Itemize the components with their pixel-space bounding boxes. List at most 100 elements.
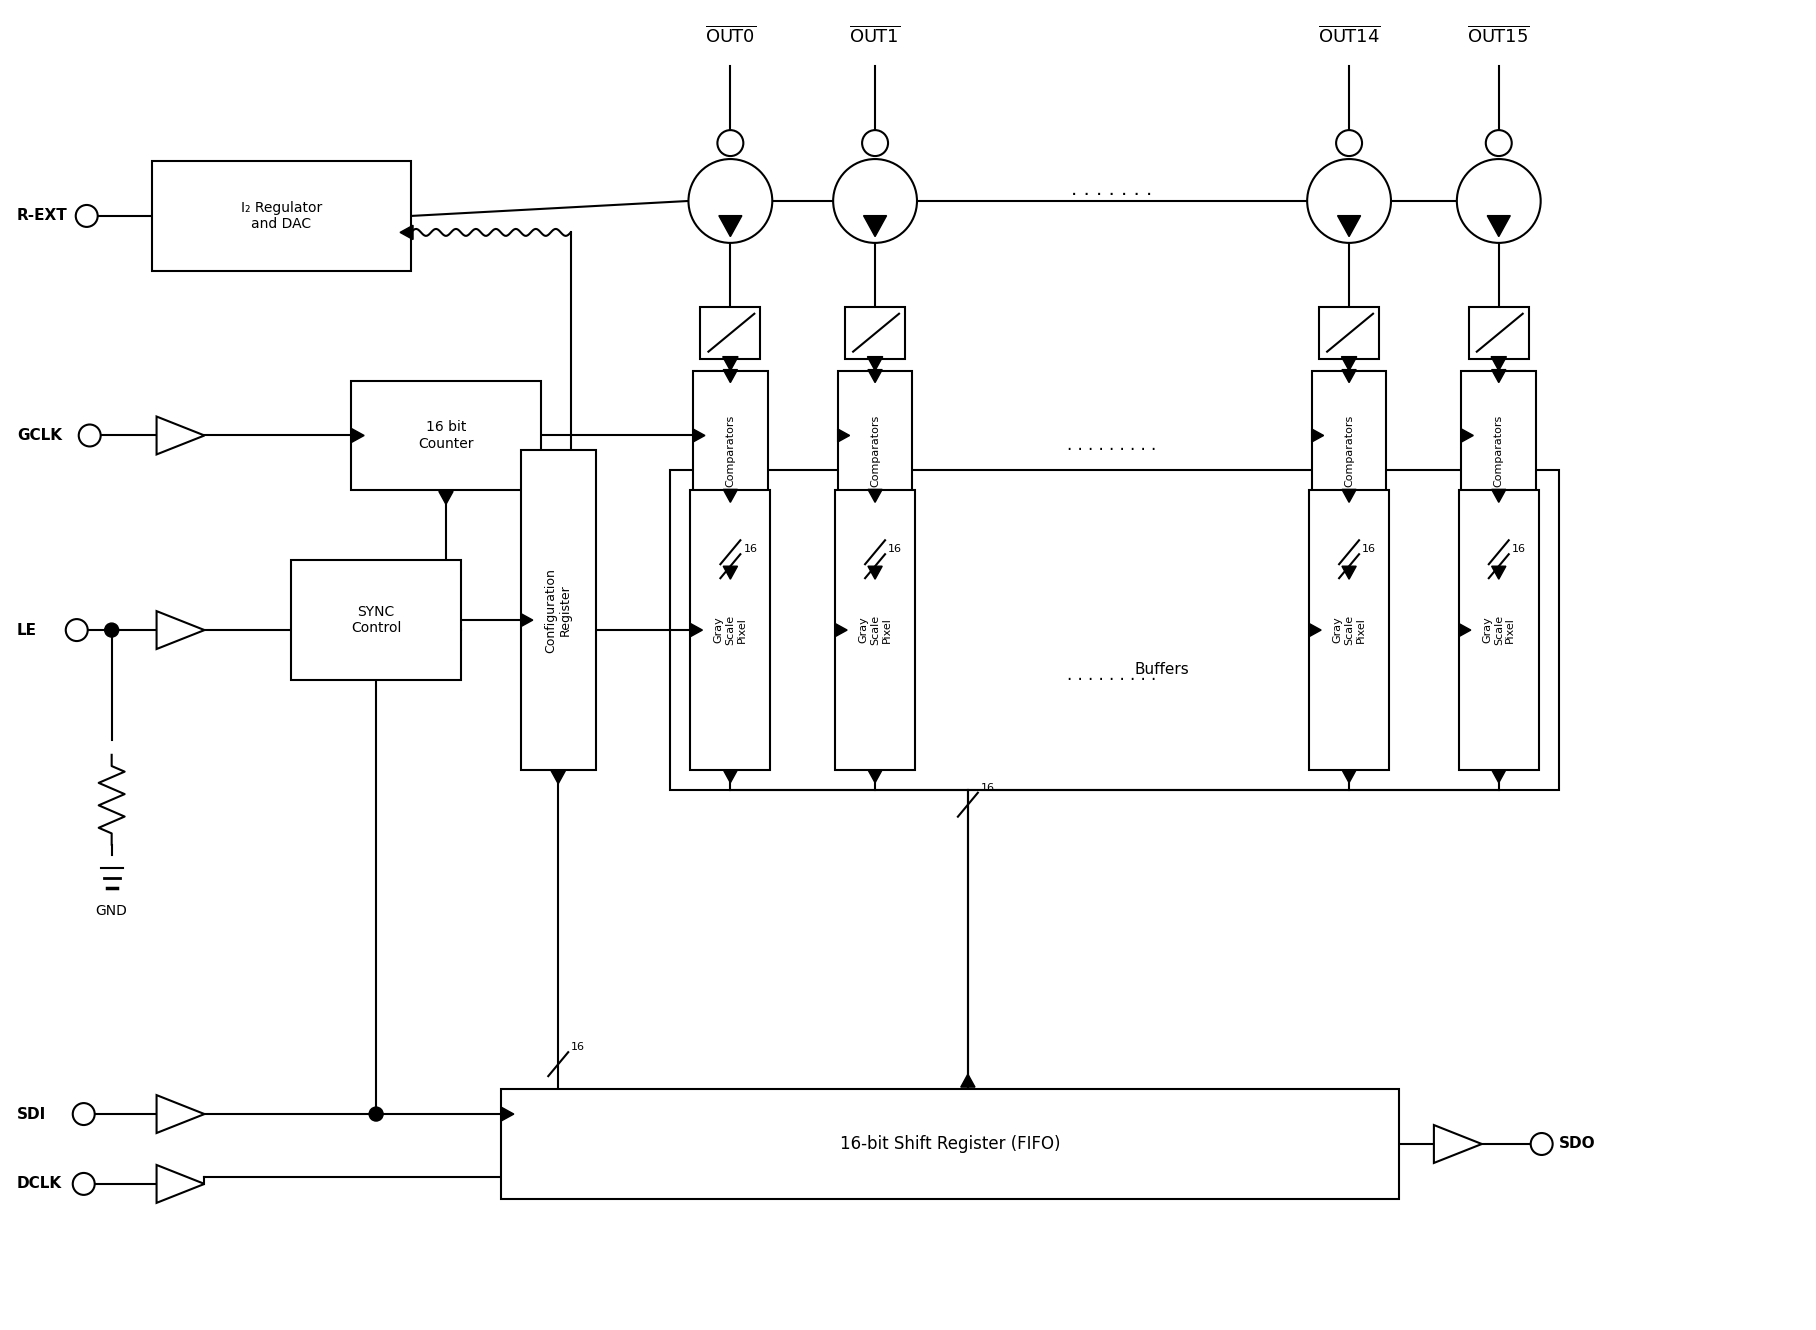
Text: SYNC
Control: SYNC Control bbox=[350, 605, 401, 636]
Polygon shape bbox=[1342, 771, 1357, 783]
Text: 16: 16 bbox=[1362, 544, 1377, 555]
Circle shape bbox=[1337, 130, 1362, 156]
Polygon shape bbox=[835, 624, 846, 637]
Polygon shape bbox=[864, 215, 886, 237]
Text: I₂ Regulator
and DAC: I₂ Regulator and DAC bbox=[242, 201, 321, 231]
Bar bbox=[844, 307, 904, 359]
Text: 16: 16 bbox=[888, 544, 903, 555]
Polygon shape bbox=[961, 1075, 975, 1087]
Circle shape bbox=[369, 1107, 383, 1121]
Polygon shape bbox=[1342, 370, 1357, 383]
Polygon shape bbox=[1311, 428, 1324, 442]
Bar bbox=[1462, 371, 1536, 531]
Polygon shape bbox=[1342, 489, 1357, 503]
Polygon shape bbox=[521, 613, 532, 626]
Polygon shape bbox=[1493, 771, 1505, 783]
Polygon shape bbox=[1338, 215, 1360, 237]
Text: Gray
Scale
Pixel: Gray Scale Pixel bbox=[1482, 614, 1515, 645]
Text: 16: 16 bbox=[1511, 531, 1525, 540]
Text: $\overline{\rm OUT14}$: $\overline{\rm OUT14}$ bbox=[1318, 25, 1380, 47]
Text: DCLK: DCLK bbox=[16, 1177, 62, 1192]
Text: GND: GND bbox=[96, 904, 127, 919]
Text: SDO: SDO bbox=[1558, 1137, 1594, 1152]
Circle shape bbox=[105, 622, 118, 637]
Polygon shape bbox=[350, 428, 365, 443]
Text: R-EXT: R-EXT bbox=[16, 209, 67, 223]
Bar bbox=[690, 491, 770, 770]
Circle shape bbox=[1485, 130, 1511, 156]
Circle shape bbox=[65, 618, 87, 641]
Bar bbox=[837, 371, 912, 531]
Bar bbox=[670, 471, 1558, 790]
Circle shape bbox=[1456, 160, 1540, 243]
Text: SDI: SDI bbox=[16, 1107, 45, 1121]
Polygon shape bbox=[868, 567, 883, 579]
Polygon shape bbox=[1342, 356, 1357, 371]
Text: Comparators: Comparators bbox=[870, 415, 881, 487]
Polygon shape bbox=[837, 428, 850, 442]
Text: Buffers: Buffers bbox=[1135, 662, 1189, 677]
Text: Comparators: Comparators bbox=[1344, 415, 1355, 487]
Polygon shape bbox=[1491, 567, 1505, 579]
Polygon shape bbox=[690, 624, 703, 637]
Text: 16: 16 bbox=[1511, 544, 1525, 555]
Text: Comparators: Comparators bbox=[725, 415, 735, 487]
Text: $\overline{\rm OUT1}$: $\overline{\rm OUT1}$ bbox=[850, 25, 901, 47]
Polygon shape bbox=[1491, 370, 1505, 383]
Polygon shape bbox=[723, 567, 737, 579]
Polygon shape bbox=[1435, 1125, 1482, 1162]
Bar bbox=[501, 1089, 1398, 1198]
Polygon shape bbox=[868, 771, 881, 783]
Text: 16 bit
Counter: 16 bit Counter bbox=[418, 420, 474, 451]
Circle shape bbox=[73, 1173, 94, 1194]
Bar bbox=[521, 451, 596, 770]
Text: $\overline{\rm OUT15}$: $\overline{\rm OUT15}$ bbox=[1467, 25, 1531, 47]
Polygon shape bbox=[868, 489, 883, 503]
Bar bbox=[694, 371, 768, 531]
Bar bbox=[835, 491, 915, 770]
Text: GCLK: GCLK bbox=[16, 428, 62, 443]
Polygon shape bbox=[868, 356, 883, 371]
Circle shape bbox=[688, 160, 772, 243]
Polygon shape bbox=[1342, 567, 1357, 579]
Text: 16: 16 bbox=[743, 531, 757, 540]
Bar bbox=[1469, 307, 1529, 359]
Text: 16: 16 bbox=[888, 531, 903, 540]
Text: · · · · · · ·: · · · · · · · bbox=[1071, 186, 1153, 205]
Text: 16: 16 bbox=[1362, 531, 1377, 540]
Polygon shape bbox=[1491, 489, 1505, 503]
Polygon shape bbox=[550, 771, 565, 783]
Circle shape bbox=[73, 1103, 94, 1125]
Polygon shape bbox=[723, 356, 737, 371]
Polygon shape bbox=[1491, 356, 1507, 371]
Text: 16: 16 bbox=[572, 1043, 585, 1052]
Circle shape bbox=[834, 160, 917, 243]
Circle shape bbox=[717, 130, 743, 156]
Polygon shape bbox=[868, 370, 883, 383]
Text: · · · · · · · · ·: · · · · · · · · · bbox=[1068, 670, 1157, 689]
Circle shape bbox=[1531, 1133, 1553, 1154]
Bar bbox=[1309, 491, 1389, 770]
Polygon shape bbox=[156, 1095, 205, 1133]
Polygon shape bbox=[694, 428, 705, 442]
Text: LE: LE bbox=[16, 622, 36, 637]
Polygon shape bbox=[501, 1107, 514, 1121]
Circle shape bbox=[76, 205, 98, 227]
Polygon shape bbox=[725, 771, 737, 783]
Polygon shape bbox=[723, 370, 737, 383]
Polygon shape bbox=[156, 416, 205, 455]
Text: Gray
Scale
Pixel: Gray Scale Pixel bbox=[714, 614, 746, 645]
Bar bbox=[151, 161, 410, 271]
Circle shape bbox=[1308, 160, 1391, 243]
Polygon shape bbox=[1487, 215, 1511, 237]
Polygon shape bbox=[1309, 624, 1320, 637]
Polygon shape bbox=[156, 610, 205, 649]
Bar bbox=[291, 560, 461, 680]
Bar bbox=[1458, 491, 1538, 770]
Bar bbox=[1318, 307, 1378, 359]
Polygon shape bbox=[723, 489, 737, 503]
Polygon shape bbox=[1462, 428, 1473, 442]
Text: Configuration
Register: Configuration Register bbox=[545, 568, 572, 653]
Polygon shape bbox=[1458, 624, 1471, 637]
Circle shape bbox=[863, 130, 888, 156]
